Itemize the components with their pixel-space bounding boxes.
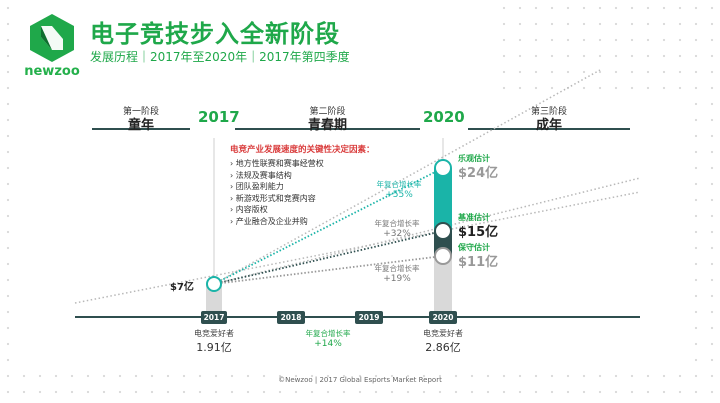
factor-item: › 内容版权: [230, 204, 430, 216]
line-baseline: [213, 230, 444, 285]
cagr-optimistic: 年复合增长率 +55%: [374, 180, 424, 200]
optimistic-node: [434, 159, 452, 177]
phase-3-name: 成年: [535, 118, 562, 133]
trend-line-baseline-extension: [213, 177, 641, 285]
estimate-optimistic-value: $24亿: [458, 166, 499, 181]
page-subtitle: 发展历程｜2017年至2020年｜2017年第四季度: [90, 50, 350, 64]
phase-2-label: 第二阶段: [309, 107, 346, 117]
factor-item: › 地方性联赛和赛事经营权: [230, 158, 430, 170]
timeline-2017: 2017: [201, 311, 227, 324]
chevron-right-icon: ›: [230, 193, 236, 203]
estimate-baseline-label: 基准估计: [458, 213, 490, 222]
cagr-baseline-value: +32%: [383, 229, 411, 239]
cagr-enthusiasts-value: +14%: [314, 339, 342, 349]
footer-credit: ©Newzoo | 2017 Global Esports Market Rep…: [278, 376, 442, 384]
bar-2017: [206, 284, 222, 317]
cagr-baseline: 年复合增长率 +32%: [372, 219, 422, 239]
brand-name: newzoo: [24, 64, 80, 79]
phase-3-label: 第三阶段: [530, 107, 567, 117]
timeline-2018: 2018: [277, 311, 305, 324]
cagr-optimistic-label: 年复合增长率: [376, 180, 422, 189]
factor-item-text: 新游戏形式和竞赛内容: [235, 193, 316, 203]
cagr-conservative-value: +19%: [383, 274, 411, 284]
cagr-enthusiasts: 年复合增长率 +14%: [298, 329, 358, 349]
estimate-baseline-value: $15亿: [458, 225, 499, 240]
enthusiasts-end-value: 2.86亿: [425, 341, 461, 354]
start-node: [206, 276, 222, 292]
estimate-optimistic-label: 乐观估计: [458, 154, 490, 163]
cagr-conservative: 年复合增长率 +19%: [372, 264, 422, 284]
factor-item-text: 法规及赛事结构: [235, 170, 292, 180]
timeline-2019: 2019: [355, 311, 383, 324]
factors-box: 电竞产业发展速度的关键性决定因素： › 地方性联赛和赛事经营权 › 法规及赛事结构…: [230, 143, 430, 227]
factor-item-text: 内容版权: [235, 205, 268, 214]
start-value: $7亿: [170, 282, 194, 293]
phase-1-name: 童年: [127, 118, 154, 133]
factors-title: 电竞产业发展速度的关键性决定因素：: [230, 145, 375, 155]
conservative-node: [434, 247, 452, 265]
phase-1-label: 第一阶段: [122, 107, 159, 117]
estimate-conservative-value: $11亿: [458, 255, 499, 270]
cagr-enthusiasts-label: 年复合增长率: [305, 329, 351, 338]
estimate-conservative-label: 保守估计: [458, 243, 490, 252]
factor-item: › 团队盈利能力: [230, 181, 430, 193]
year-start-label: 2017: [198, 108, 240, 126]
cagr-baseline-label: 年复合增长率: [374, 219, 420, 228]
enthusiasts-start-label: 电竞爱好者: [194, 329, 234, 338]
phase-2-name: 青春期: [307, 118, 347, 133]
cagr-conservative-label: 年复合增长率: [374, 264, 420, 273]
factor-item-text: 团队盈利能力: [235, 182, 284, 191]
factor-item: › 新游戏形式和竞赛内容: [230, 193, 430, 205]
chevron-right-icon: ›: [230, 159, 236, 168]
timeline-2020: 2020: [429, 311, 457, 324]
trend-line-optimistic-extension: [213, 69, 601, 285]
factor-item: › 产业融合及企业并购: [230, 216, 430, 228]
factor-item: › 法规及赛事结构: [230, 170, 430, 182]
year-end-label: 2020: [423, 108, 465, 126]
chevron-right-icon: ›: [230, 170, 236, 180]
line-optimistic: [213, 167, 444, 285]
bar-2020-optimistic-segment: [434, 168, 452, 231]
baseline-node: [434, 222, 452, 240]
chevron-right-icon: ›: [230, 182, 236, 191]
page-title: 电子竞技步入全新阶段: [90, 20, 340, 48]
factor-item-text: 地方性联赛和赛事经营权: [235, 159, 324, 168]
newzoo-logo-icon: [30, 14, 74, 62]
chevron-right-icon: ›: [230, 216, 236, 226]
chevron-right-icon: ›: [230, 205, 236, 214]
factor-item-text: 产业融合及企业并购: [235, 216, 308, 226]
enthusiasts-end-label: 电竞爱好者: [423, 329, 463, 338]
enthusiasts-start-value: 1.91亿: [196, 341, 232, 354]
factors-list: › 地方性联赛和赛事经营权 › 法规及赛事结构 › 团队盈利能力 › 新游戏形式和竞赛…: [230, 158, 430, 227]
cagr-optimistic-value: +55%: [385, 190, 413, 200]
